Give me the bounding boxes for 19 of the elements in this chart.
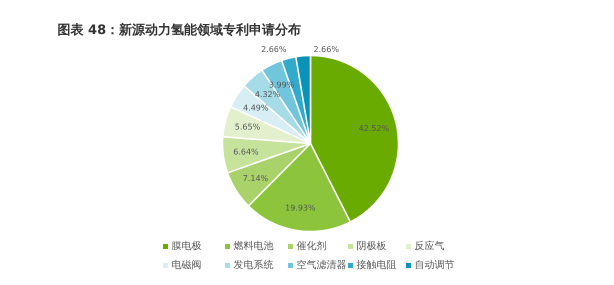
- chart-title: 图表 48：新源动力氢能领域专利申请分布: [58, 22, 302, 38]
- legend-label: 催化剂: [296, 240, 326, 252]
- legend-label: 发电系统: [234, 259, 274, 271]
- legend-label: 反应气: [414, 240, 444, 252]
- data-label: 42.52%: [358, 124, 390, 133]
- legend-label: 阴极板: [356, 240, 386, 252]
- data-label: 5.65%: [234, 122, 261, 132]
- legend-label: 空气滤清器: [296, 259, 346, 271]
- data-label: 2.66%: [261, 45, 287, 54]
- data-label: 7.14%: [242, 174, 269, 183]
- data-label: 2.66%: [314, 45, 340, 54]
- legend-label: 自动调节: [414, 259, 454, 271]
- data-label: 4.49%: [243, 104, 269, 113]
- legend-label: 电磁阀: [172, 259, 202, 271]
- data-label: 19.93%: [285, 203, 316, 212]
- data-label: 6.64%: [233, 148, 260, 157]
- legend-label: 燃料电池: [234, 240, 274, 252]
- legend-label: 膜电极: [172, 240, 202, 252]
- legend-label: 接触电阻: [356, 259, 396, 271]
